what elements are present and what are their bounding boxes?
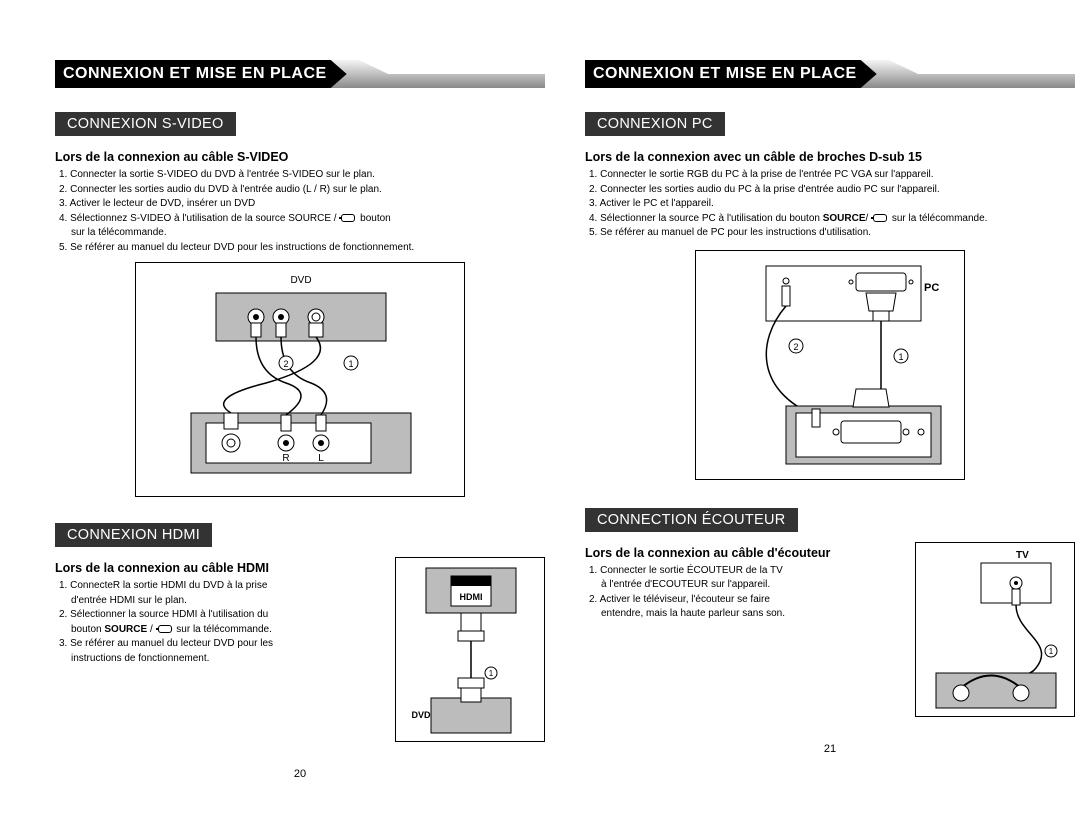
svg-text:R: R	[282, 453, 289, 464]
svg-text:L: L	[318, 453, 324, 464]
steps-pc: 1. Connecter le sortie RGB du PC à la pr…	[589, 168, 1075, 240]
svg-text:1: 1	[489, 669, 494, 678]
sub-banner-hdmi: CONNEXION HDMI	[55, 523, 212, 547]
svg-text:DVD: DVD	[411, 710, 431, 720]
steps-hdmi: 1. ConnecteR la sortie HDMI du DVD à la …	[59, 579, 383, 665]
sub-banner-label: CONNEXION PC	[597, 116, 713, 132]
heading-hdmi: Lors de la connexion au câble HDMI	[55, 561, 383, 575]
step: 4. Sélectionnez S-VIDEO à l'utilisation …	[59, 212, 545, 226]
step: 3. Se référer au manuel du lecteur DVD p…	[59, 637, 383, 651]
step: 5. Se référer au manuel de PC pour les i…	[589, 226, 1075, 240]
step: 2. Connecter les sorties audio du PC à l…	[589, 183, 1075, 197]
sub-banner-label: CONNECTION ÉCOUTEUR	[597, 512, 786, 528]
diagram-svideo: DVD R L	[135, 262, 465, 497]
svg-text:1: 1	[898, 352, 903, 362]
page-number-left: 20	[294, 768, 306, 780]
dvd-label: DVD	[290, 275, 311, 286]
diagram-hdmi-svg: HDMI DVD 1	[396, 558, 546, 743]
heading-pc: Lors de la connexion avec un câble de br…	[585, 150, 1075, 164]
step: entendre, mais la haute parleur sans son…	[589, 607, 899, 621]
diagram-ecouteur-svg: TV 1	[916, 543, 1076, 718]
banner-title-bg: CONNEXION ET MISE EN PLACE	[585, 60, 877, 88]
svg-text:HDMI: HDMI	[460, 592, 483, 602]
heading-ecouteur: Lors de la connexion au câble d'écouteur	[585, 546, 899, 560]
diagram-svideo-svg: DVD R L	[136, 263, 466, 498]
svg-text:2: 2	[793, 342, 798, 352]
source-icon	[341, 214, 355, 222]
step: 3. Activer le lecteur de DVD, insérer un…	[59, 197, 545, 211]
rca-top	[248, 309, 324, 337]
svg-text:PC: PC	[924, 282, 939, 294]
sub-banner-ecouteur: CONNECTION ÉCOUTEUR	[585, 508, 798, 532]
steps-ecouteur: 1. Connecter le sortie ÉCOUTEUR de la TV…	[589, 564, 899, 621]
sub-banner-pc: CONNEXION PC	[585, 112, 725, 136]
step: 3. Activer le PC et l'appareil.	[589, 197, 1075, 211]
sub-banner-label: CONNEXION HDMI	[67, 527, 200, 543]
step: d'entrée HDMI sur le plan.	[59, 594, 383, 608]
sub-banner-label: CONNEXION S-VIDEO	[67, 116, 224, 132]
sub-banner-svideo: CONNEXION S-VIDEO	[55, 112, 236, 136]
step: 5. Se référer au manuel du lecteur DVD p…	[59, 241, 545, 255]
steps-svideo: 1. Connecter la sortie S-VIDEO du DVD à …	[59, 168, 545, 254]
step: 4. Sélectionner la source PC à l'utilisa…	[589, 212, 1075, 226]
step: 2. Connecter les sorties audio du DVD à …	[59, 183, 545, 197]
banner-right: CONNEXION ET MISE EN PLACE	[585, 60, 1075, 88]
svg-text:TV: TV	[1016, 550, 1029, 561]
svg-text:2: 2	[283, 359, 288, 369]
step: à l'entrée d'ECOUTEUR sur l'appareil.	[589, 578, 899, 592]
step: 2. Activer le téléviseur, l'écouteur se …	[589, 593, 899, 607]
banner-title: CONNEXION ET MISE EN PLACE	[63, 65, 327, 83]
page-left: CONNEXION ET MISE EN PLACE CONNEXION S-V…	[55, 60, 545, 742]
page-number-right: 21	[824, 743, 836, 755]
step: 1. Connecter la sortie S-VIDEO du DVD à …	[59, 168, 545, 182]
diagram-ecouteur: TV 1	[915, 542, 1075, 717]
diagram-pc: PC 2 1	[695, 250, 965, 480]
page-right: CONNEXION ET MISE EN PLACE CONNEXION PC …	[585, 60, 1075, 717]
step: 2. Sélectionner la source HDMI à l'utili…	[59, 608, 383, 622]
svg-text:1: 1	[1049, 647, 1054, 656]
step: bouton SOURCE / sur la télécommande.	[59, 623, 383, 637]
banner-title-bg: CONNEXION ET MISE EN PLACE	[55, 60, 347, 88]
step: instructions de fonctionnement.	[59, 652, 383, 666]
diagram-hdmi: HDMI DVD 1	[395, 557, 545, 742]
diagram-pc-svg: PC 2 1	[696, 251, 966, 481]
source-icon	[158, 625, 172, 633]
source-icon	[873, 214, 887, 222]
banner-left: CONNEXION ET MISE EN PLACE	[55, 60, 545, 88]
step: 1. Connecter le sortie ÉCOUTEUR de la TV	[589, 564, 899, 578]
step: 1. Connecter le sortie RGB du PC à la pr…	[589, 168, 1075, 182]
heading-svideo: Lors de la connexion au câble S-VIDEO	[55, 150, 545, 164]
step: 1. ConnecteR la sortie HDMI du DVD à la …	[59, 579, 383, 593]
banner-title: CONNEXION ET MISE EN PLACE	[593, 65, 857, 83]
step: sur la télécommande.	[59, 226, 545, 240]
svg-text:1: 1	[348, 359, 353, 369]
